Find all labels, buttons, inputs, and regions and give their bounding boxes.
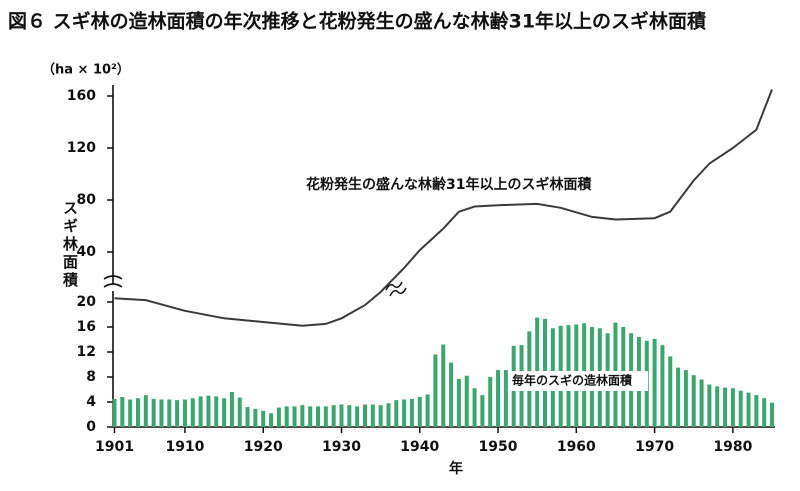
bar — [707, 384, 712, 427]
bar — [503, 370, 508, 427]
series-label: 花粉発生の盛んな林齢31年以上のスギ林面積 — [306, 176, 592, 193]
y-tick-label: 20 — [77, 294, 97, 310]
x-tick-label: 1970 — [635, 439, 674, 455]
bar — [347, 405, 352, 427]
bar — [339, 404, 344, 427]
axis-break — [103, 275, 123, 288]
bar — [683, 370, 688, 427]
bar — [770, 402, 774, 427]
bar — [378, 405, 383, 427]
line — [114, 89, 773, 327]
bar — [417, 397, 422, 427]
x-tick-label: 1940 — [400, 439, 439, 455]
bar — [120, 397, 125, 427]
x-tick-label: 1901 — [95, 439, 134, 455]
bar — [323, 406, 328, 427]
y-tick-label: 160 — [67, 88, 96, 104]
bar — [660, 345, 665, 427]
bar — [261, 410, 266, 427]
bar — [370, 404, 375, 427]
bar — [488, 377, 493, 427]
series-label: 毎年のスギの造林面積 — [512, 373, 633, 388]
bar — [472, 388, 477, 427]
bar — [151, 398, 156, 427]
bar — [691, 375, 696, 427]
bar — [269, 413, 274, 427]
y-tick-label: 8 — [86, 369, 96, 385]
bar — [402, 399, 407, 427]
chart-title: 図６ スギ林の造林面積の年次推移と花粉発生の盛んな林齢31年以上のスギ林面積 — [8, 10, 706, 33]
bar — [229, 392, 234, 427]
bar — [480, 395, 485, 427]
bar — [730, 388, 735, 427]
bar — [182, 399, 187, 427]
bar — [222, 398, 227, 427]
x-tick-label: 1980 — [713, 439, 752, 455]
label-background — [508, 371, 648, 391]
bar — [762, 398, 767, 427]
y-axis-label: スギ林面積 — [61, 200, 79, 290]
bar — [433, 354, 438, 427]
x-tick-label: 1960 — [557, 439, 596, 455]
bar — [206, 395, 211, 427]
x-tick-label: 1910 — [165, 439, 204, 455]
bar — [754, 395, 759, 427]
line-break — [385, 281, 407, 297]
bar — [723, 387, 728, 427]
y-tick-label: 0 — [86, 419, 96, 435]
bar — [496, 370, 501, 427]
bar — [676, 367, 681, 427]
bar — [449, 362, 454, 427]
bar — [190, 398, 195, 427]
bar — [699, 379, 704, 427]
bar — [237, 397, 242, 427]
bar — [214, 396, 219, 427]
bar — [441, 344, 446, 427]
bar — [409, 398, 414, 427]
bar — [112, 398, 117, 427]
y-unit: （ha × 10²） — [42, 62, 130, 78]
bar — [668, 356, 673, 427]
bar — [292, 406, 297, 427]
bar — [167, 399, 172, 427]
bar — [284, 406, 289, 427]
bar — [394, 400, 399, 427]
bar — [300, 405, 305, 427]
bar — [386, 403, 391, 427]
x-axis-label: 年 — [449, 460, 463, 477]
x-tick-label: 1920 — [244, 439, 283, 455]
bar — [316, 406, 321, 427]
bar — [456, 378, 461, 427]
bar — [331, 405, 336, 427]
y-tick-label: 40 — [77, 244, 97, 260]
bar — [245, 407, 250, 427]
y-tick-label: 12 — [77, 344, 96, 360]
bar — [425, 394, 430, 427]
bar — [135, 398, 140, 427]
bar — [198, 396, 203, 427]
x-tick-label: 1930 — [322, 439, 361, 455]
y-tick-label: 80 — [77, 192, 97, 208]
bar — [253, 408, 258, 427]
bar — [738, 390, 743, 427]
y-tick-label: 4 — [86, 394, 96, 410]
bar — [276, 407, 281, 427]
bar — [159, 399, 164, 427]
bar — [746, 392, 751, 427]
y-tick-label: 16 — [77, 319, 96, 335]
bar — [362, 404, 367, 427]
bar — [355, 406, 360, 427]
bar — [175, 400, 180, 427]
x-tick-label: 1950 — [479, 439, 518, 455]
bar — [464, 375, 469, 427]
bar — [143, 395, 148, 427]
y-tick-label: 120 — [67, 140, 96, 156]
bar — [715, 386, 720, 427]
bar — [308, 406, 313, 427]
bar — [652, 338, 657, 427]
bar — [128, 399, 133, 427]
